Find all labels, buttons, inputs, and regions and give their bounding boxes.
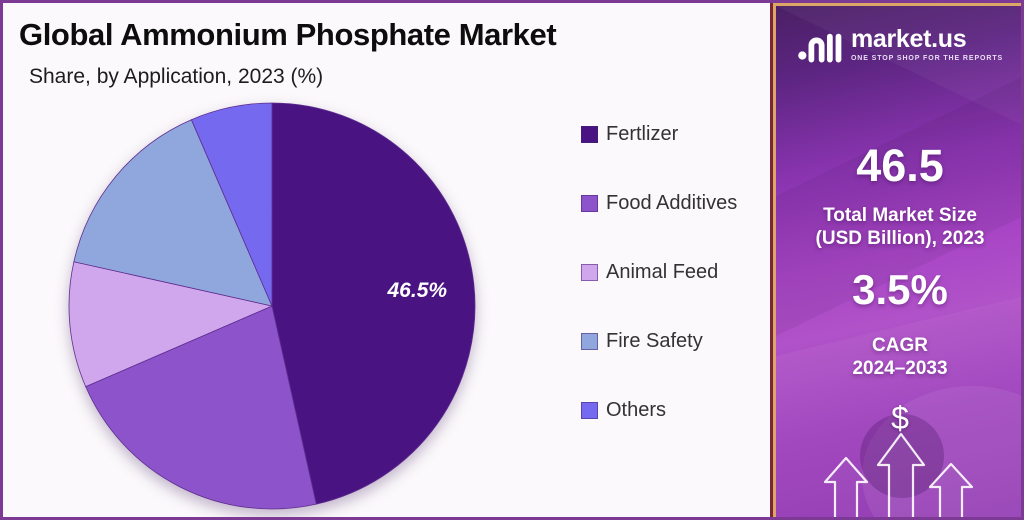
legend-swatch-others	[581, 401, 598, 419]
legend-label-animal-feed: Animal Feed	[606, 260, 719, 283]
legend-item-food-additives: Food Additives	[581, 191, 737, 215]
growth-arrows-icon	[823, 432, 974, 517]
legend-swatch-fire-safety	[581, 332, 598, 350]
chart-legend: Fertlizer Food Additives Animal Feed Fir…	[581, 122, 737, 422]
legend-swatch-food-additives	[581, 194, 598, 212]
brand-tagline: ONE STOP SHOP FOR THE REPORTS	[850, 54, 1004, 62]
pie-slice-fire-safety	[73, 119, 273, 307]
pie-slice-fertlizer	[271, 102, 476, 505]
legend-item-others: Others	[581, 398, 737, 422]
pie-slice-animal-feed	[68, 261, 274, 388]
panel-accent-strip	[770, 3, 773, 517]
pie-chart-svg: 46.5%	[68, 102, 476, 510]
legend-swatch-fertlizer	[581, 125, 598, 143]
brand-name: market.us	[850, 24, 967, 53]
pie-slice-food-additives	[85, 305, 317, 510]
brand-logo: market.us ONE STOP SHOP FOR THE REPORTS	[776, 24, 1021, 64]
pie-slice-others	[190, 102, 273, 307]
legend-item-fertlizer: Fertlizer	[581, 122, 737, 146]
market-size-label: Total Market Size (USD Billion), 2023	[815, 205, 985, 250]
pie-data-label: 46.5%	[387, 279, 448, 302]
cagr-value: 3.5%	[852, 266, 948, 313]
cagr-label: CAGR 2024–2033	[852, 335, 948, 380]
brand-panel: market.us ONE STOP SHOP FOR THE REPORTS …	[773, 3, 1021, 517]
dollar-icon: $	[891, 400, 909, 436]
chart-title: Global Ammonium Phosphate Market	[19, 17, 557, 52]
chart-subtitle: Share, by Application, 2023 (%)	[29, 65, 324, 88]
legend-label-fertlizer: Fertlizer	[606, 122, 679, 145]
legend-item-animal-feed: Animal Feed	[581, 260, 737, 284]
pie-chart: 46.5%	[59, 93, 485, 517]
legend-label-food-additives: Food Additives	[606, 191, 738, 214]
market-size-value: 46.5	[856, 140, 944, 191]
legend-label-others: Others	[606, 398, 667, 421]
legend-swatch-animal-feed	[581, 263, 598, 281]
legend-item-fire-safety: Fire Safety	[581, 329, 737, 353]
legend-label-fire-safety: Fire Safety	[606, 329, 703, 352]
market-us-logo-icon	[798, 33, 842, 63]
